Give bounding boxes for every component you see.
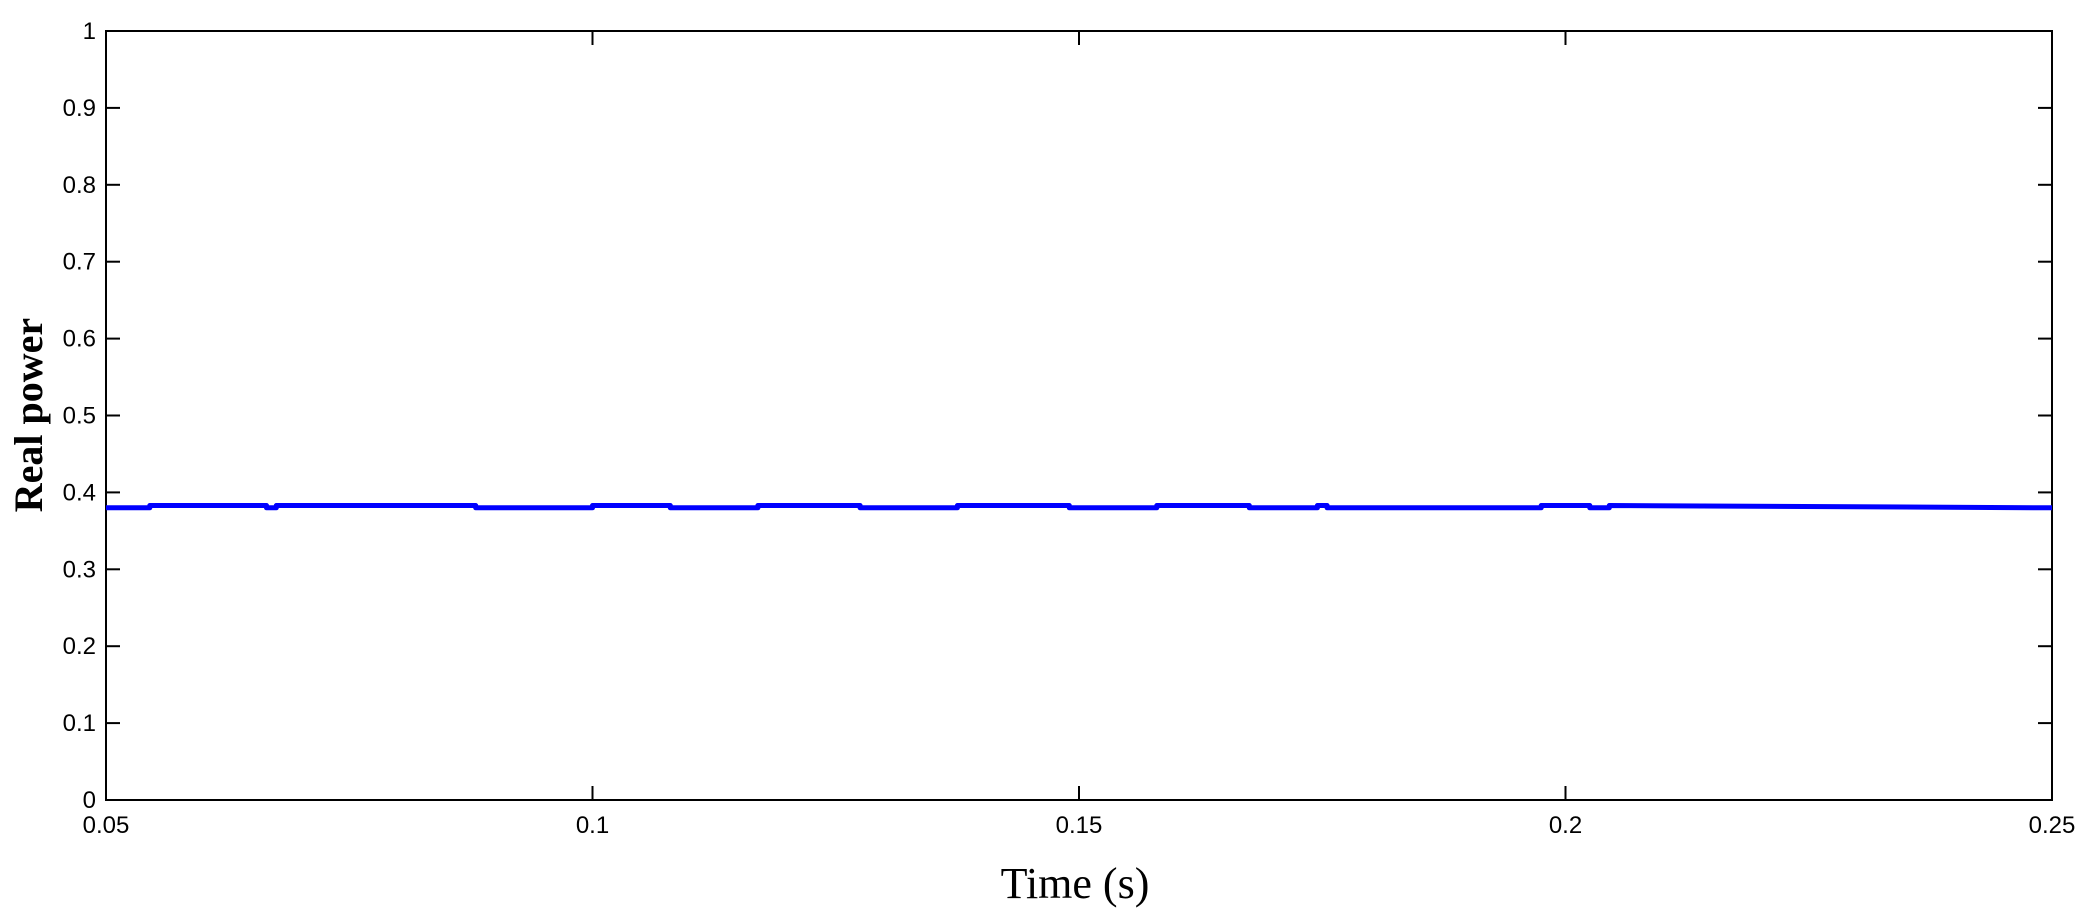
plot-frame (105, 30, 2053, 801)
y-tick-label: 1 (83, 18, 96, 45)
series-group (106, 503, 2053, 511)
x-tick-label: 0.1 (576, 812, 609, 839)
y-tick-label: 0 (83, 787, 96, 814)
x-axis-label: Time (s) (1001, 859, 1150, 908)
y-tick-label: 0.1 (63, 710, 96, 737)
x-tick-label: 0.25 (2029, 812, 2076, 839)
y-tick-label: 0.3 (63, 556, 96, 583)
y-tick-label: 0.5 (63, 403, 96, 430)
y-tick-label: 0.6 (63, 326, 96, 353)
x-tick-label: 0.05 (83, 812, 130, 839)
series-line-0 (106, 503, 2053, 511)
plot-frame-group (105, 30, 2053, 801)
y-axis-label: Real power (6, 318, 51, 512)
x-tick-label: 0.2 (1549, 812, 1582, 839)
y-tick-label: 0.8 (63, 172, 96, 199)
y-tick-label: 0.4 (63, 479, 96, 506)
x-tick-label: 0.15 (1056, 812, 1103, 839)
y-tick-label: 0.7 (63, 249, 96, 276)
ticks-group: 0.05 0.1 0.15 0.2 0.25 0 0.1 0.2 0.3 0.4 0.5 0.6 0.7… (63, 18, 2076, 839)
y-tick-label: 0.2 (63, 633, 96, 660)
y-tick-label: 0.9 (63, 95, 96, 122)
